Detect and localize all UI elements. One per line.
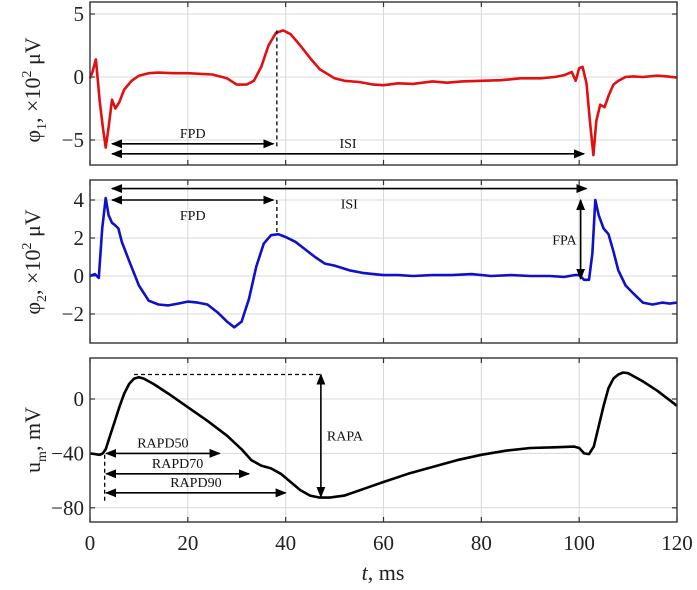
panel-phi2: 4 2 0 −2 ISI FPD FPA <box>62 179 678 344</box>
y-tick-label: −80 <box>51 496 84 520</box>
series-line-phi2 <box>89 196 678 329</box>
annotation-label-isi: ISI <box>339 137 356 152</box>
x-tick-label: 120 <box>661 531 693 555</box>
axes-frame <box>89 357 678 523</box>
annotation-label-fpa: FPA <box>552 233 577 248</box>
y-axis-label-phi2: φ2, ×102 μV <box>20 209 50 314</box>
x-tick-label: 0 <box>85 531 96 555</box>
y-tick-label: 2 <box>74 226 85 250</box>
y-axis-label-phi1: φ1, ×102 μV <box>20 37 50 142</box>
x-tick-label: 20 <box>177 531 198 555</box>
y-tick-label: 0 <box>74 264 85 288</box>
annotation-label-isi: ISI <box>341 198 358 213</box>
series-line-phi1 <box>88 29 678 157</box>
annotation-label-rapa: RAPA <box>327 430 364 445</box>
x-tick-label: 60 <box>373 531 394 555</box>
x-tick-label: 40 <box>275 531 296 555</box>
annotation-label-rapd70: RAPD70 <box>152 457 203 472</box>
y-axis-label-um: um, mV <box>20 407 50 473</box>
annotation-label-rapd90: RAPD90 <box>170 476 221 491</box>
y-tick-label: −2 <box>62 302 84 326</box>
y-tick-label: 5 <box>74 2 85 26</box>
annotation-label-rapd50: RAPD50 <box>137 436 188 451</box>
x-tick-label: 80 <box>471 531 492 555</box>
y-tick-label: −5 <box>62 128 84 152</box>
x-axis-label: t, ms <box>362 560 405 585</box>
panel-um: 0−40−800 20 40 60 80 100 120RAPARAPD50RAPD70RA… <box>51 357 693 555</box>
y-tick-label: −40 <box>51 441 84 465</box>
axes-frame <box>89 1 678 166</box>
x-tick-label: 100 <box>563 531 595 555</box>
y-tick-label: 4 <box>74 188 85 212</box>
panel-phi1: 5 0 −5 FPD ISI <box>62 1 678 166</box>
y-tick-label: 0 <box>74 65 85 89</box>
axes-frame <box>89 179 678 344</box>
y-tick-label: 0 <box>74 387 85 411</box>
annotation-label-fpd: FPD <box>180 209 206 224</box>
annotation-label-fpd: FPD <box>180 127 206 142</box>
